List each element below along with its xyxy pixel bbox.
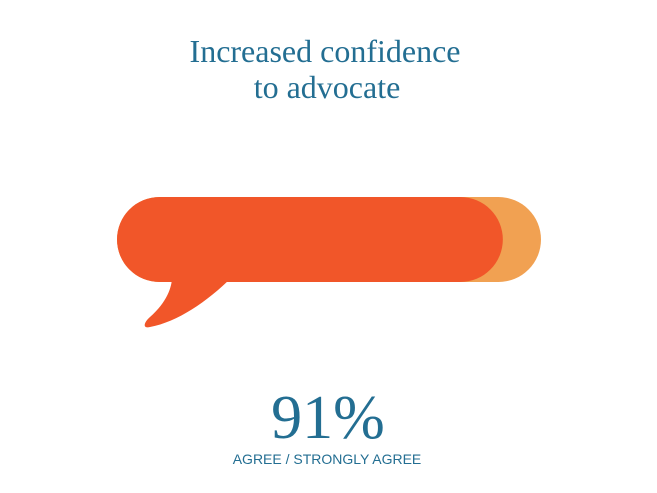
- title-line: to advocate: [254, 69, 401, 105]
- bubble-tail: [144, 277, 232, 328]
- value-caption: AGREE / STRONGLY AGREE: [233, 451, 422, 467]
- progress-fill: [117, 197, 503, 282]
- progress-bar: [117, 197, 541, 328]
- title-line: Increased confidence: [190, 33, 461, 69]
- value-label: 91%: [271, 384, 385, 452]
